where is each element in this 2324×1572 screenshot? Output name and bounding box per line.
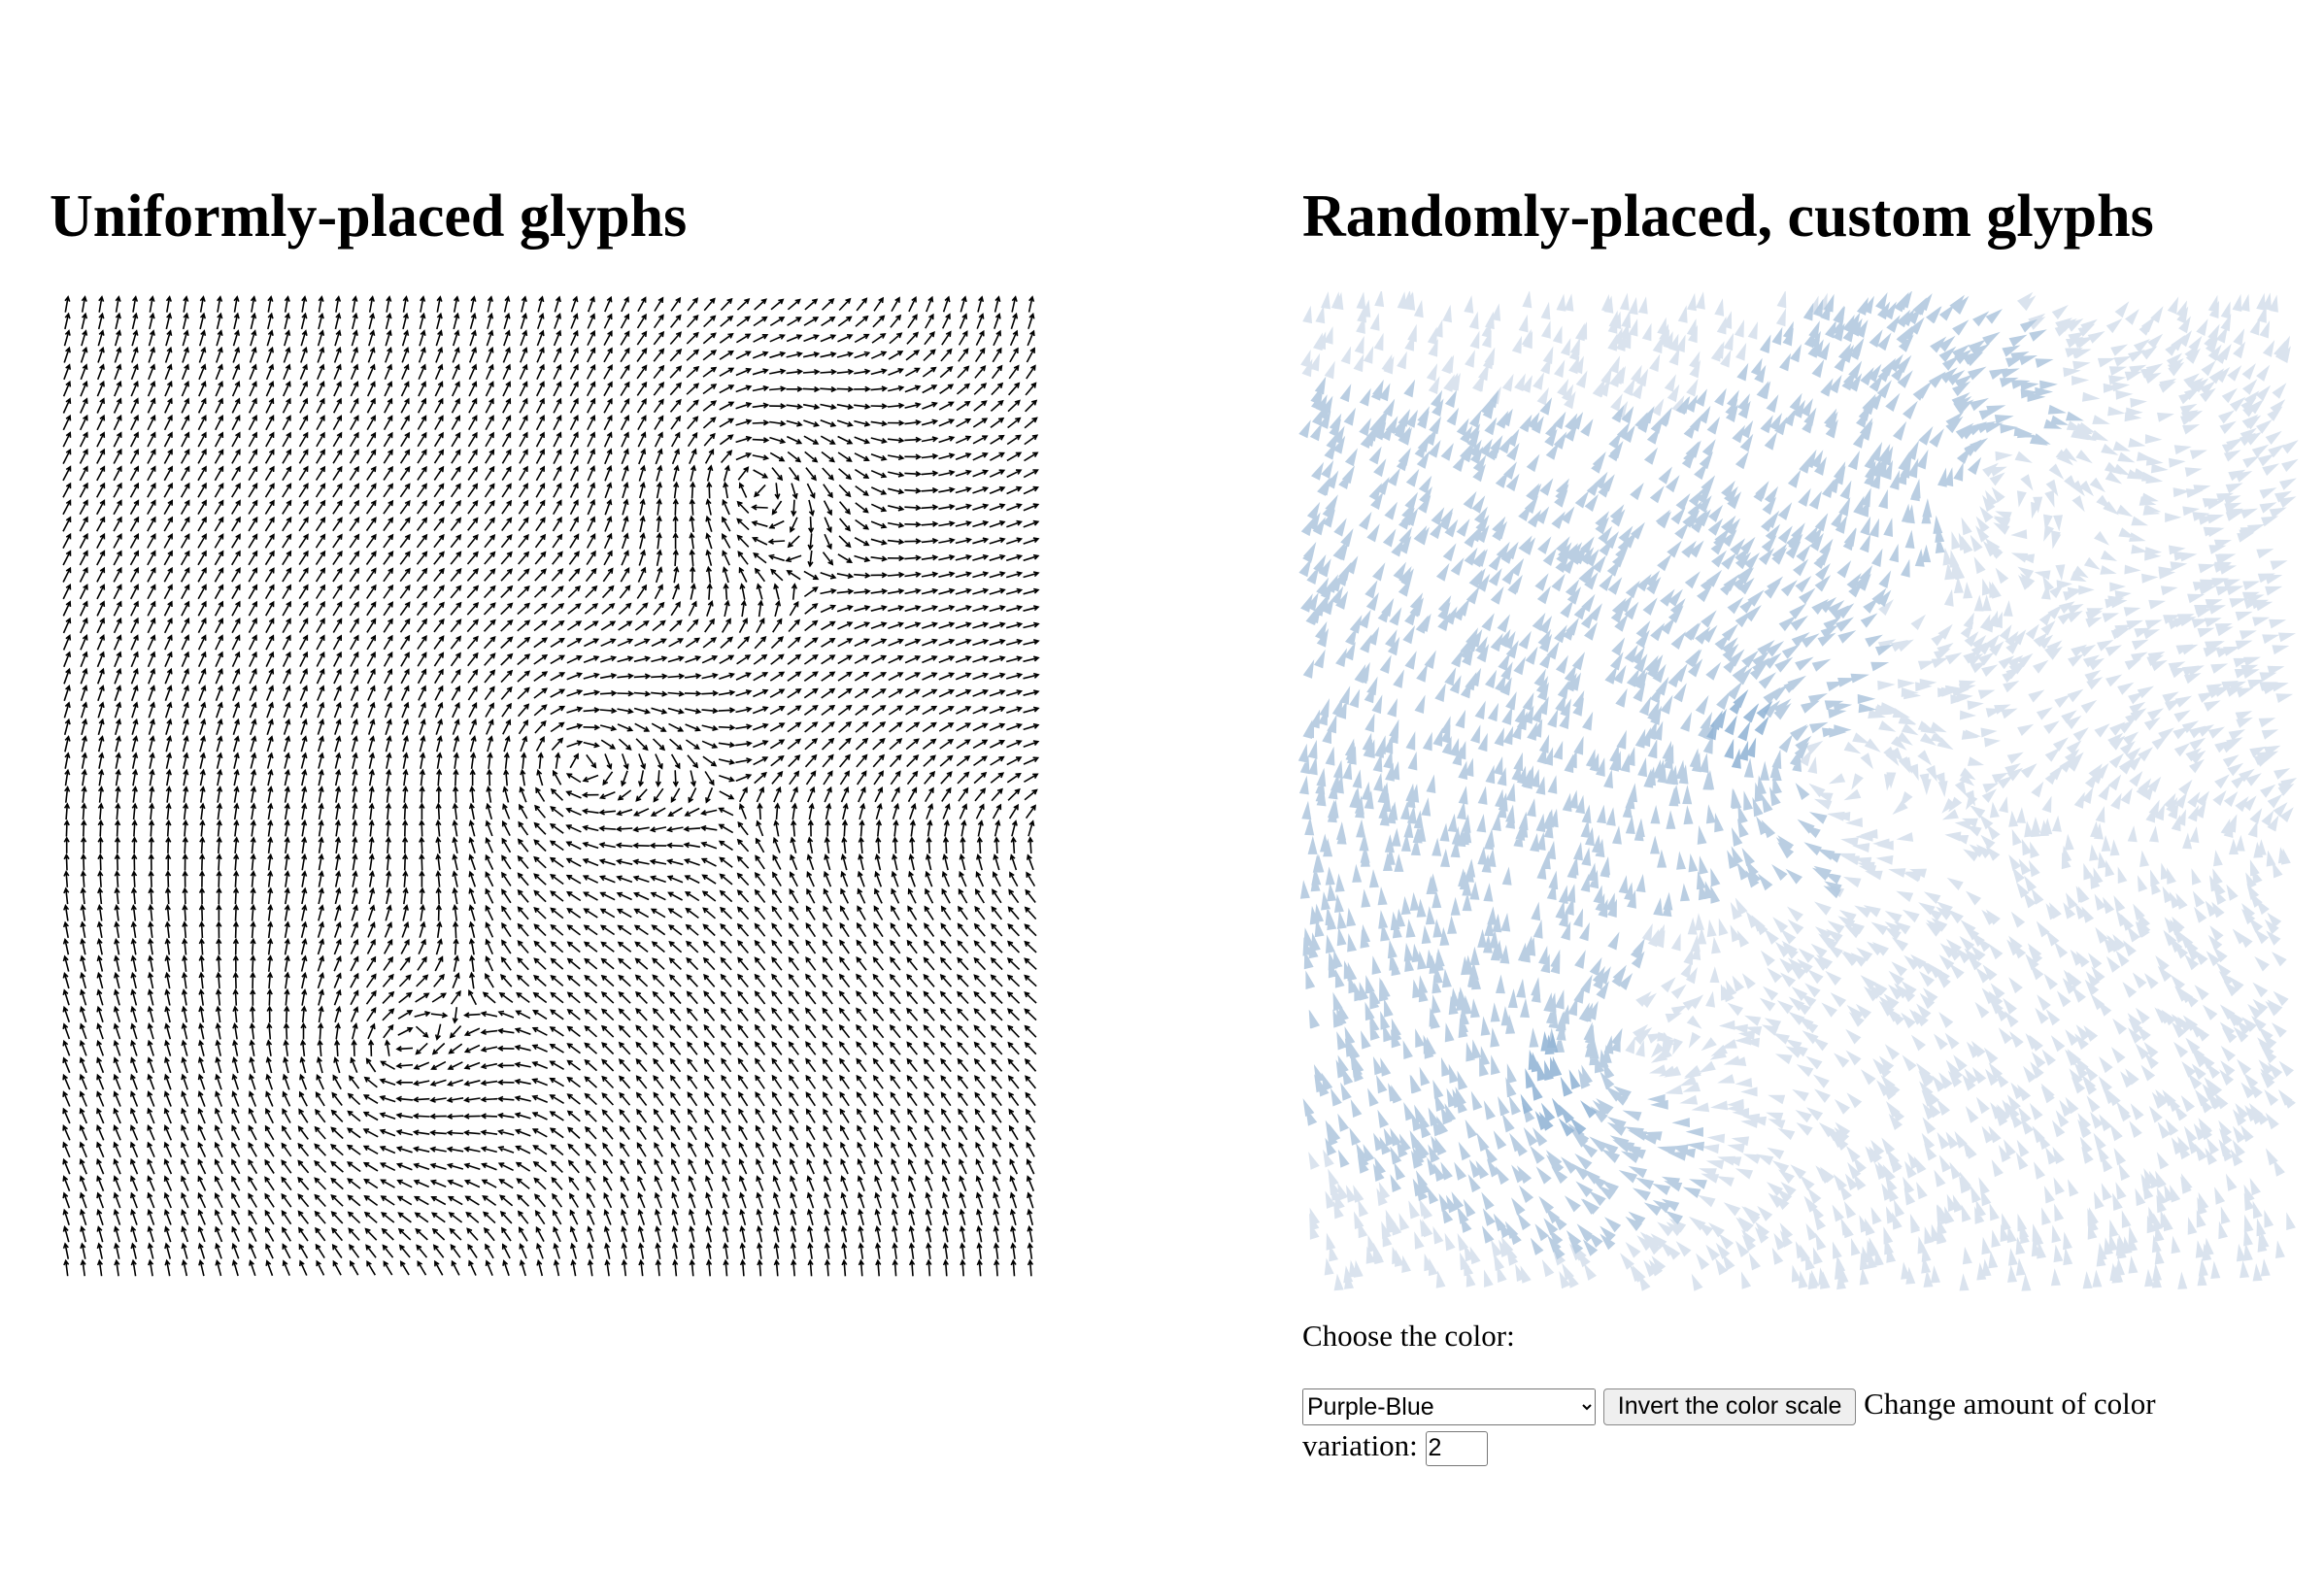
- variation-label: Change amount of color variation:: [1302, 1387, 2156, 1462]
- triangle-glyphs: [1297, 291, 2084, 1260]
- color-label: Choose the color:: [1302, 1319, 1515, 1353]
- invert-button[interactable]: Invert the color scale: [1602, 1388, 1857, 1425]
- heading: Randomly-placed, custom glyphs: [1302, 184, 2154, 250]
- uniform-glyph-field: [62, 295, 1040, 1277]
- triangle-glyphs: [1300, 291, 2299, 1291]
- random-glyph-field: [1297, 291, 2299, 1291]
- control-row: Purple-Blue Invert the color scale Chang…: [1302, 1384, 2210, 1466]
- arrow-glyphs: [62, 295, 1040, 1277]
- triangle-glyphs: [1520, 688, 1773, 1137]
- variation-input[interactable]: [1425, 1430, 1488, 1466]
- controls: Choose the color: Purple-Blue Invert the…: [1302, 1316, 2210, 1466]
- color-select[interactable]: Purple-Blue: [1302, 1388, 1596, 1425]
- heading: Uniformly-placed glyphs: [50, 184, 688, 250]
